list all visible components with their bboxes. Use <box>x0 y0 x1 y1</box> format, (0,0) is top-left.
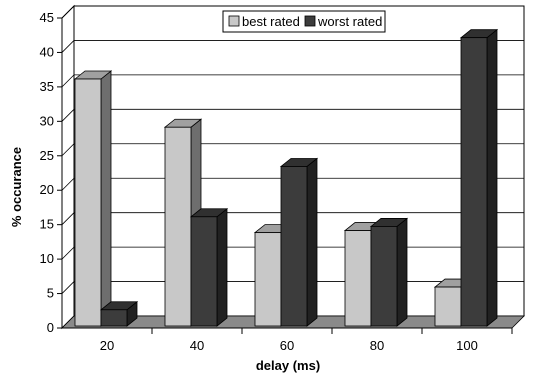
bar-best-rated-20 <box>73 70 113 327</box>
gridline-side <box>61 143 75 157</box>
y-tick-label: 25 <box>40 148 54 163</box>
bar-front <box>190 216 218 327</box>
y-tick-label: 35 <box>40 79 54 94</box>
y-tick-label: 0 <box>47 320 54 335</box>
gridline-side <box>61 212 75 225</box>
bar-front <box>164 126 192 327</box>
y-tick-label: 20 <box>40 182 54 197</box>
side-wall <box>61 4 75 330</box>
bars <box>73 28 499 327</box>
y-tick-label: 30 <box>40 113 54 128</box>
bar-worst-rated-100 <box>459 28 499 327</box>
bar-worst-rated-80 <box>369 217 409 327</box>
bar-front <box>74 78 102 327</box>
bar-side <box>396 217 408 327</box>
bar-front <box>100 309 128 327</box>
y-tick-label: 15 <box>40 217 54 232</box>
x-tick-label: 100 <box>456 338 478 353</box>
bar-side <box>486 28 498 327</box>
y-tick-labels: 0 5 10 15 20 25 30 35 40 45 <box>40 10 54 335</box>
y-axis-title: % occurance <box>9 147 24 227</box>
bar-worst-rated-40 <box>189 207 229 327</box>
y-tick-label: 45 <box>40 10 54 25</box>
legend-swatch-best-rated <box>228 15 240 27</box>
gridline-side <box>61 246 75 260</box>
bar-front <box>254 232 282 327</box>
y-tick-label: 40 <box>40 44 54 59</box>
legend-label-best-rated: best rated <box>242 14 300 29</box>
bar-worst-rated-20 <box>99 300 139 327</box>
gridline-side <box>61 177 75 191</box>
x-tick-label: 80 <box>370 338 384 353</box>
legend: best rated worst rated <box>222 10 386 33</box>
bar-front <box>434 286 462 327</box>
bar-front <box>344 230 372 327</box>
x-axis-title: delay (ms) <box>256 358 320 373</box>
bar-worst-rated-60 <box>279 157 319 327</box>
gridline-side <box>61 40 75 53</box>
bar-front <box>280 166 308 327</box>
bar-front <box>460 37 488 327</box>
x-tick-label: 20 <box>100 338 114 353</box>
gridline-side <box>61 74 75 88</box>
legend-swatch-worst-rated <box>304 15 316 27</box>
gridline-side <box>61 5 75 19</box>
bar-side <box>216 207 228 327</box>
x-tick-label: 60 <box>280 338 294 353</box>
gridline-side <box>61 109 75 122</box>
gridline-side <box>61 281 75 294</box>
bar-front <box>370 226 398 327</box>
axes <box>57 17 513 334</box>
legend-box <box>222 10 386 33</box>
x-tick-labels: 20 40 60 80 100 <box>100 338 478 353</box>
y-tick-label: 10 <box>40 251 54 266</box>
legend-label-worst-rated: worst rated <box>317 14 382 29</box>
bar-side <box>100 70 112 327</box>
x-tick-label: 40 <box>190 338 204 353</box>
bar-side <box>306 157 318 327</box>
y-tick-label: 5 <box>47 286 54 301</box>
